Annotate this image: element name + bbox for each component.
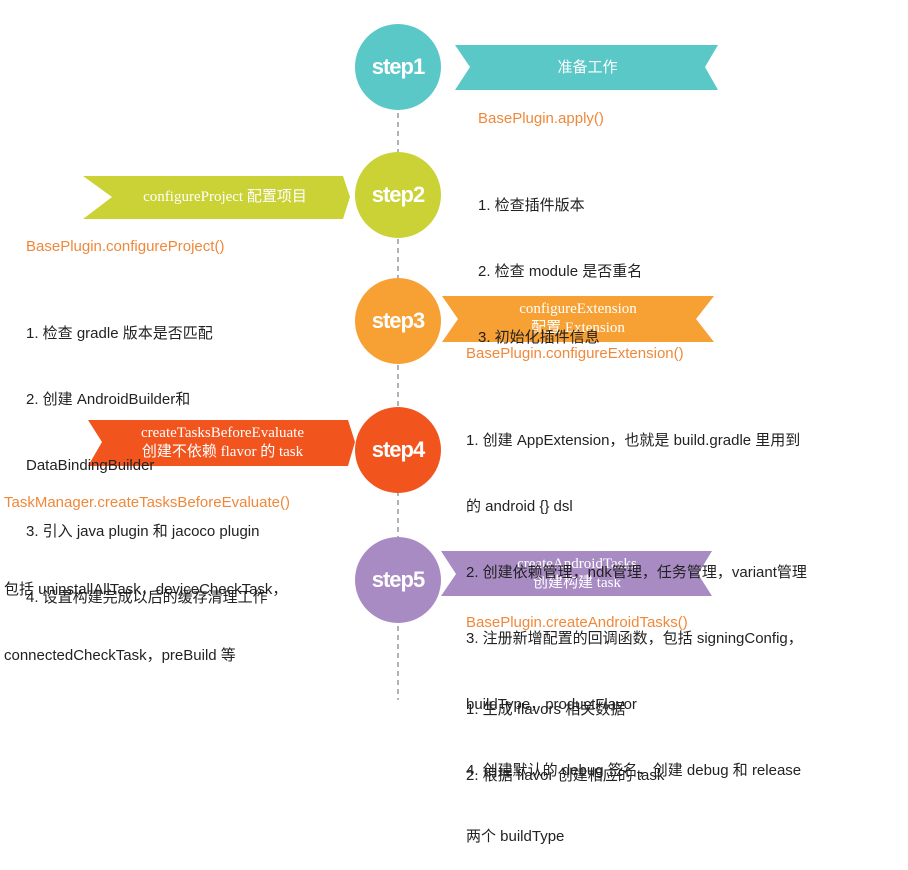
detail-line: 3. 初始化插件信息 <box>478 329 600 346</box>
detail-line: 1. 检查 gradle 版本是否匹配 <box>26 325 213 342</box>
detail-line: buildType，productFlavor <box>466 696 637 713</box>
step4-circle <box>355 407 441 493</box>
step2-details: 1. 检查 gradle 版本是否匹配 2. 创建 AndroidBuilder… <box>26 279 268 631</box>
step4-title: createTasksBeforeEvaluate 创建不依赖 flavor 的… <box>100 424 345 462</box>
timeline-diagram <box>83 24 718 700</box>
step2-ribbon <box>83 176 350 219</box>
step1-details: 1. 检查插件版本 2. 检查 module 是否重名 3. 初始化插件信息 <box>478 151 642 371</box>
step3-method: BasePlugin.configureExtension() <box>466 345 684 362</box>
step5-ribbon <box>441 551 712 596</box>
step1-title: 准备工作 <box>557 59 618 76</box>
step1-ribbon <box>455 45 718 90</box>
step4-details: 包括 uninstallAllTask，deviceCheckTask， con… <box>4 535 287 689</box>
step3-circle <box>355 278 441 364</box>
detail-line: 3. 注册新增配置的回调函数，包括 signingConfig， <box>466 630 803 647</box>
step5-method: BasePlugin.createAndroidTasks() <box>466 614 688 631</box>
step1-circle <box>355 24 441 110</box>
detail-line: 4. 设置构建完成以后的缓存清理工作 <box>26 589 268 606</box>
step2-method: BasePlugin.configureProject() <box>26 238 225 255</box>
step5-label: step5 <box>371 567 425 592</box>
step4-title-line2: 创建不依赖 flavor 的 task <box>141 444 304 460</box>
step4-title-line1: createTasksBeforeEvaluate <box>140 425 305 441</box>
step2-label: step2 <box>371 182 425 207</box>
detail-line: 2. 检查 module 是否重名 <box>478 263 643 280</box>
step2-circle <box>355 152 441 238</box>
step4-method: TaskManager.createTasksBeforeEvaluate() <box>4 494 290 511</box>
detail-line: 2. 创建 AndroidBuilder和 <box>26 391 191 408</box>
step3-title-line2: 配置 Extension <box>531 320 625 336</box>
detail-line: connectedCheckTask，preBuild 等 <box>4 647 236 664</box>
step5-title-line1: createAndroidTasks <box>517 556 637 572</box>
step5-title: createAndroidTasks 创建构建 task <box>456 555 698 593</box>
step1-method: BasePlugin.apply() <box>478 110 604 127</box>
detail-line: 的 android {} dsl <box>466 498 573 515</box>
step5-circle <box>355 537 441 623</box>
detail-line: 1. 生成 flavors 相关数据 <box>466 701 626 718</box>
step5-title-line2: 创建构建 task <box>533 575 621 591</box>
step4-label: step4 <box>371 437 425 462</box>
step2-title: configureProject 配置项目 <box>143 189 307 205</box>
detail-line: 1. 创建 AppExtension，也就是 build.gradle 里用到 <box>466 432 801 449</box>
step3-title-line1: configureExtension <box>519 301 637 317</box>
step4-ribbon <box>88 420 355 466</box>
detail-line: 1. 检查插件版本 <box>478 197 585 214</box>
detail-line: 包括 uninstallAllTask，deviceCheckTask， <box>4 581 288 598</box>
detail-line: 2. 创建依赖管理，ndk管理，任务管理，variant管理 <box>466 564 807 581</box>
detail-line: 两个 buildType <box>466 828 565 845</box>
step3-label: step3 <box>371 308 425 333</box>
detail-line: 2. 根据 flavor 创建相应的 task <box>466 767 665 784</box>
detail-line: DataBindingBuilder <box>26 457 155 474</box>
step3-title: configureExtension 配置 Extension <box>458 300 698 338</box>
step3-ribbon <box>442 296 714 342</box>
step5-details: 1. 生成 flavors 相关数据 2. 根据 flavor 创建相应的 ta… <box>466 655 664 809</box>
step1-label: step1 <box>371 54 425 79</box>
detail-line: 3. 引入 java plugin 和 jacoco plugin <box>26 523 260 540</box>
